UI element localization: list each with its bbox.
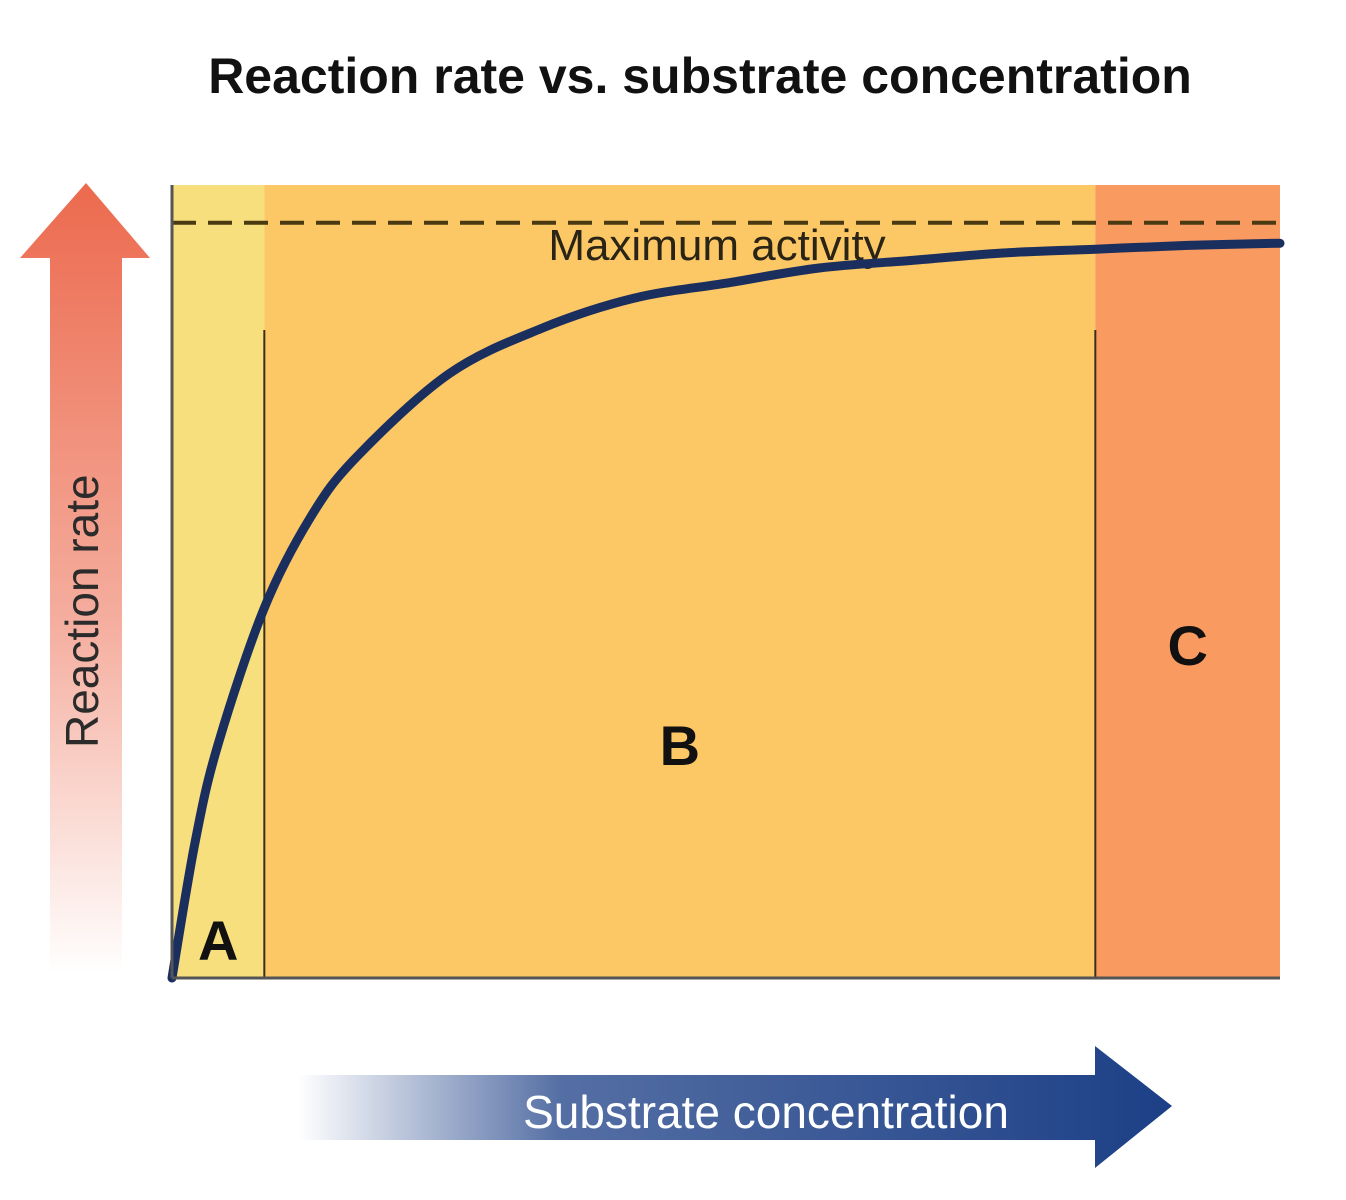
- region-label-b: B: [660, 714, 700, 777]
- region-label-c: C: [1167, 614, 1207, 677]
- axes: [170, 185, 1280, 980]
- y-axis-arrow: [20, 183, 150, 975]
- maximum-activity-label: Maximum activity: [548, 221, 885, 270]
- rate-curve-layer: [167, 238, 1285, 983]
- region-band-c: [1095, 185, 1280, 978]
- chart-title: Reaction rate vs. substrate concentratio…: [208, 48, 1192, 104]
- x-axis-arrow: [298, 1046, 1172, 1168]
- region-label-a: A: [198, 909, 238, 972]
- x-axis-label: Substrate concentration: [523, 1086, 1009, 1138]
- region-bands: A B C: [172, 185, 1280, 978]
- reaction-rate-curve: [167, 238, 1285, 983]
- maximum-activity-reference: Maximum activity: [172, 220, 1280, 270]
- region-band-b: [264, 185, 1096, 978]
- y-axis-label: Reaction rate: [56, 474, 108, 748]
- region-band-a: [172, 185, 265, 978]
